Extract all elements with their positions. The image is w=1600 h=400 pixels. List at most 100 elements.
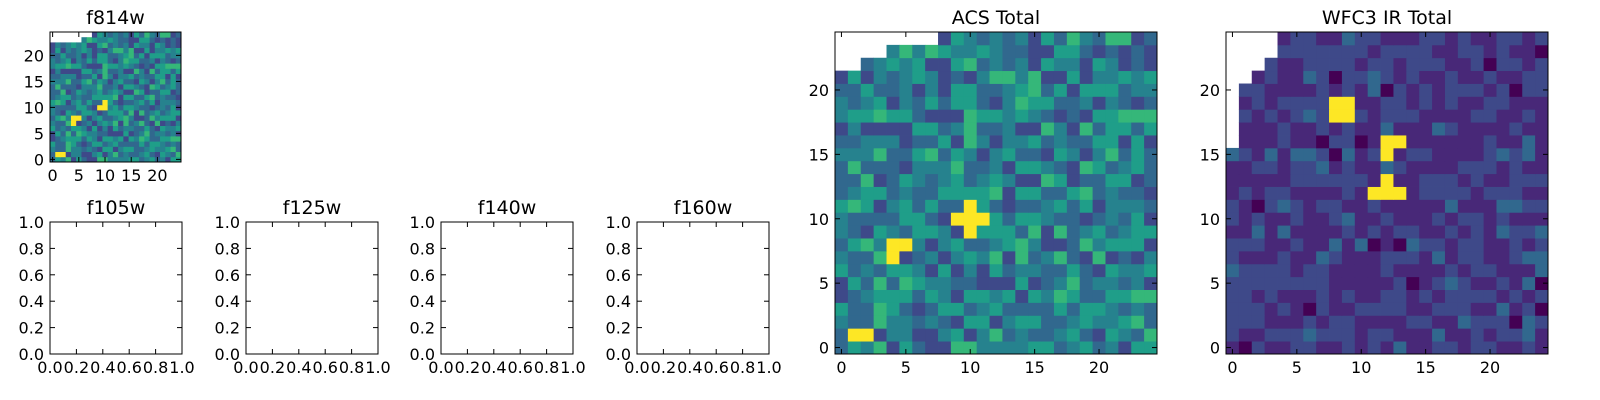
y-tick-label: 0.8 (215, 239, 240, 258)
heatmap-cell (102, 63, 109, 69)
heatmap-cell (102, 130, 109, 137)
axes-frame (440, 221, 574, 355)
heatmap-cell (899, 135, 913, 149)
heatmap-cell (1483, 276, 1497, 290)
heatmap-cell (1341, 109, 1356, 123)
heatmap-cell (107, 146, 114, 152)
heatmap-cell (1092, 160, 1106, 175)
heatmap-cell (81, 52, 88, 59)
heatmap-cell (1522, 109, 1536, 123)
heatmap-cell (886, 160, 900, 175)
heatmap-cell (899, 315, 913, 329)
heatmap-cell (149, 32, 156, 38)
heatmap-cell (144, 115, 150, 121)
heatmap-cell (102, 120, 109, 126)
heatmap-cell (847, 341, 862, 355)
y-tick-label: 0.4 (410, 292, 435, 311)
heatmap-cell (1483, 238, 1497, 252)
heatmap-cell (165, 125, 171, 132)
heatmap-cell (1432, 44, 1446, 59)
heatmap-cell (1118, 238, 1132, 252)
heatmap-cell (1105, 225, 1119, 239)
y-tick-label: 15 (24, 72, 44, 91)
heatmap-cell (1419, 109, 1433, 123)
heatmap-cell (1354, 160, 1369, 175)
heatmap-cell (1066, 302, 1081, 316)
heatmap-cell (81, 156, 88, 163)
heatmap-cell (102, 104, 109, 111)
heatmap-cell (1393, 341, 1407, 355)
heatmap-cell (950, 341, 965, 355)
heatmap-cell (70, 99, 77, 106)
heatmap-cell (873, 57, 887, 72)
heatmap-cell (55, 130, 61, 137)
heatmap-cell (76, 68, 82, 74)
heatmap-cell (938, 32, 952, 46)
heatmap-cell (1393, 122, 1407, 136)
heatmap-cell (1277, 250, 1291, 265)
heatmap-cell (1380, 173, 1394, 187)
heatmap-cell (86, 63, 93, 69)
heatmap-cell (963, 160, 978, 175)
heatmap-cell (1341, 315, 1356, 329)
heatmap-cell (50, 115, 56, 121)
heatmap-cell (1432, 96, 1446, 110)
heatmap-cells (835, 32, 1158, 355)
heatmap-cell (149, 37, 156, 43)
heatmap-cell (1002, 238, 1016, 252)
heatmap-cell (123, 110, 129, 116)
heatmap-cell (86, 37, 93, 43)
heatmap-cell (165, 42, 171, 48)
heatmap-cell (1290, 32, 1304, 46)
heatmap-cell (160, 63, 166, 69)
heatmap-cell (154, 84, 161, 90)
heatmap-cell (963, 212, 978, 226)
heatmap-cell (938, 70, 952, 84)
heatmap-cell (1406, 122, 1420, 136)
heatmap-cell (835, 122, 849, 136)
panel-title: f125w (283, 197, 342, 219)
heatmap-cell (1290, 328, 1304, 342)
heatmap-cell (1535, 186, 1549, 200)
heatmap-cell (963, 250, 978, 265)
heatmap-cell (989, 186, 1003, 200)
heatmap-cell (963, 96, 978, 110)
heatmap-cell (1144, 212, 1158, 226)
heatmap-cell (81, 68, 88, 74)
heatmap-cell (1290, 263, 1304, 278)
heatmap-cell (86, 141, 93, 147)
heatmap-cell (76, 58, 82, 64)
heatmap-cell (938, 199, 952, 213)
heatmap-cell (976, 263, 990, 278)
heatmap-cell (76, 84, 82, 90)
heatmap-cell (963, 122, 978, 136)
heatmap-cell (1354, 302, 1369, 316)
heatmap-cell (1041, 147, 1055, 162)
heatmap-cell (55, 58, 61, 64)
x-tick-label: 0.2 (651, 358, 676, 377)
heatmap-cell (86, 58, 93, 64)
heatmap-cell (1406, 160, 1420, 175)
heatmap-cell (860, 263, 875, 278)
heatmap-cell (976, 96, 990, 110)
heatmap-cell (97, 110, 103, 116)
heatmap-cell (847, 135, 862, 149)
heatmap-cell (1277, 212, 1291, 226)
heatmap-cell (1015, 328, 1029, 342)
heatmap-cell (938, 160, 952, 175)
heatmap-cell (1028, 96, 1042, 110)
heatmap-cell (1406, 250, 1420, 265)
heatmap-cell (1354, 263, 1369, 278)
heatmap-cell (1432, 289, 1446, 303)
heatmap-cell (144, 125, 150, 132)
heatmap-cell (165, 58, 171, 64)
heatmap-cell (91, 78, 98, 85)
heatmap-cell (1277, 186, 1291, 200)
heatmap-cell (1535, 302, 1549, 316)
heatmap-cell (847, 289, 862, 303)
heatmap-cell (1238, 341, 1253, 355)
heatmap-cell (144, 120, 150, 126)
heatmap-cell (1264, 173, 1278, 187)
heatmap-cell (1496, 96, 1510, 110)
heatmap-cell (1303, 32, 1317, 46)
